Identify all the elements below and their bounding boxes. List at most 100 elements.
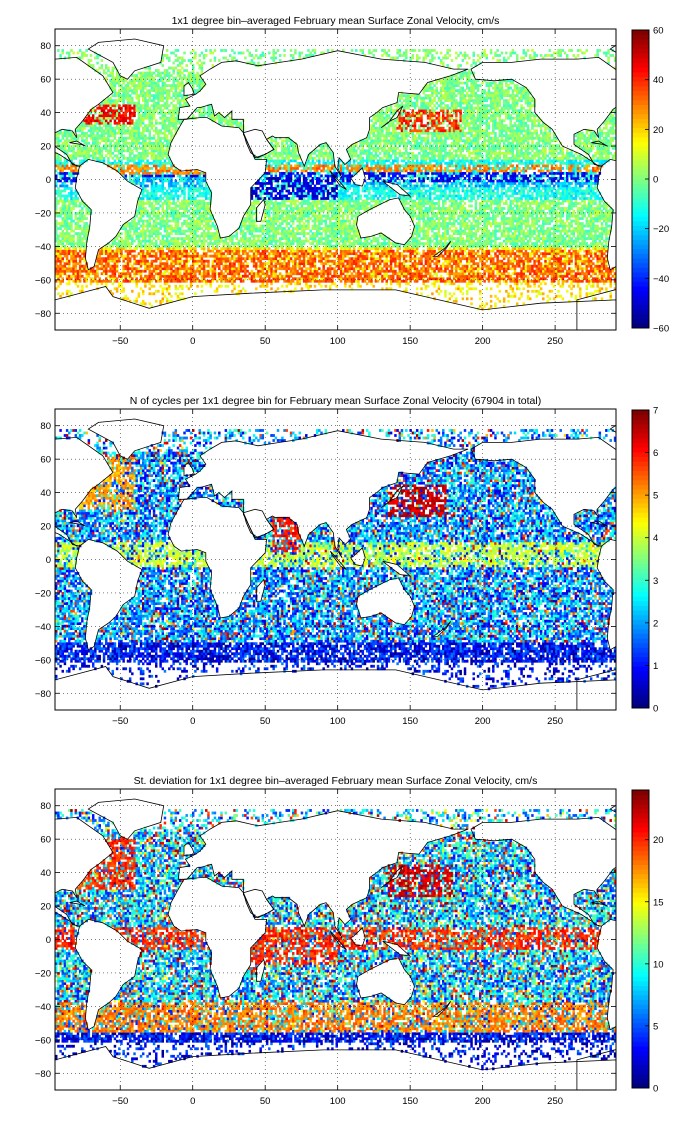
heatmap-cell (555, 267, 558, 271)
heatmap-cell (472, 239, 475, 243)
heatmap-cell (442, 264, 445, 268)
heatmap-cell (102, 249, 106, 253)
heatmap-cell (83, 232, 86, 235)
heatmap-cell (191, 222, 195, 225)
heatmap-cell (607, 232, 610, 235)
heatmap-cell (568, 259, 571, 263)
heatmap-cell (157, 267, 160, 271)
heatmap-cell (183, 229, 186, 233)
heatmap-cell (515, 284, 519, 288)
heatmap-cell (452, 219, 456, 223)
heatmap-cell (122, 267, 125, 271)
heatmap-cell (605, 289, 608, 293)
heatmap-cell (246, 237, 249, 240)
heatmap-cell (300, 244, 304, 248)
heatmap-cell (565, 239, 569, 243)
heatmap-cell (444, 219, 447, 223)
heatmap-cell (109, 264, 112, 268)
heatmap-cell (346, 279, 349, 283)
heatmap-cell (335, 284, 338, 288)
heatmap-cell (413, 257, 417, 261)
heatmap-cell (537, 232, 541, 235)
heatmap-cell (59, 227, 62, 230)
heatmap-cell (283, 257, 286, 261)
heatmap-cell (320, 227, 323, 230)
heatmap-cell (476, 237, 480, 240)
heatmap-cell (374, 252, 378, 256)
heatmap-cell (352, 244, 356, 248)
heatmap-cell (498, 299, 502, 303)
heatmap-cell (74, 277, 78, 281)
heatmap-cell (189, 279, 193, 283)
heatmap-cell (463, 227, 467, 230)
heatmap-cell (274, 262, 278, 266)
heatmap-cell (470, 264, 473, 268)
heatmap-cell (135, 297, 138, 301)
heatmap-cell (289, 282, 293, 286)
heatmap-cell (244, 269, 247, 273)
heatmap-cell (359, 239, 362, 243)
heatmap-cell (148, 287, 151, 291)
heatmap-cell (526, 262, 530, 266)
heatmap-cell (357, 284, 360, 288)
heatmap-cell (470, 269, 473, 273)
heatmap-cell (274, 274, 278, 278)
heatmap-cell (352, 252, 356, 256)
heatmap-cell (561, 262, 565, 266)
heatmap-cell (363, 267, 367, 271)
heatmap-cell (546, 299, 549, 303)
heatmap-cell (322, 237, 325, 240)
heatmap-cell (365, 257, 369, 261)
heatmap-cell (542, 237, 545, 240)
heatmap-cell (242, 257, 245, 261)
heatmap-cell (348, 227, 352, 230)
heatmap-cell (607, 272, 610, 276)
heatmap-cell (513, 244, 517, 248)
heatmap-cell (435, 277, 438, 281)
heatmap-cell (285, 249, 288, 253)
heatmap-cell (111, 249, 114, 253)
heatmap-cell (607, 279, 610, 283)
heatmap-cell (107, 257, 110, 261)
heatmap-cell (533, 247, 536, 251)
heatmap-cell (520, 232, 523, 235)
heatmap-cell (148, 254, 151, 258)
heatmap-cell (126, 252, 130, 256)
heatmap-cell (305, 279, 308, 283)
heatmap-cell (272, 257, 275, 261)
heatmap-cell (72, 247, 75, 251)
heatmap-cell (274, 242, 278, 246)
heatmap-cell (191, 247, 195, 251)
heatmap-cell (450, 224, 454, 228)
heatmap-cell (539, 244, 543, 248)
heatmap-cell (431, 247, 434, 251)
heatmap-cell (535, 269, 539, 273)
heatmap-cell (507, 234, 510, 238)
heatmap-cell (579, 267, 582, 271)
heatmap-cell (585, 232, 589, 235)
heatmap-cell (141, 292, 145, 296)
heatmap-cell (83, 237, 86, 240)
heatmap-cell (89, 277, 93, 281)
heatmap-cell (374, 272, 378, 276)
heatmap-cell (89, 272, 93, 276)
heatmap-cell (328, 229, 332, 233)
heatmap-cell (485, 249, 488, 253)
heatmap-cell (115, 264, 119, 268)
heatmap-cell (537, 239, 541, 243)
heatmap-cell (285, 242, 288, 246)
heatmap-cell (448, 282, 452, 286)
heatmap-cell (555, 222, 558, 225)
heatmap-cell (476, 222, 480, 225)
heatmap-cell (526, 224, 530, 228)
heatmap-cell (328, 244, 332, 248)
heatmap-cell (135, 222, 138, 225)
heatmap-cell (507, 259, 510, 263)
heatmap-cell (128, 227, 132, 230)
heatmap-cell (196, 259, 199, 263)
heatmap-cell (176, 229, 180, 233)
heatmap-cell (215, 252, 219, 256)
heatmap-cell (139, 244, 143, 248)
heatmap-cell (148, 249, 151, 253)
heatmap-cell (565, 257, 569, 261)
